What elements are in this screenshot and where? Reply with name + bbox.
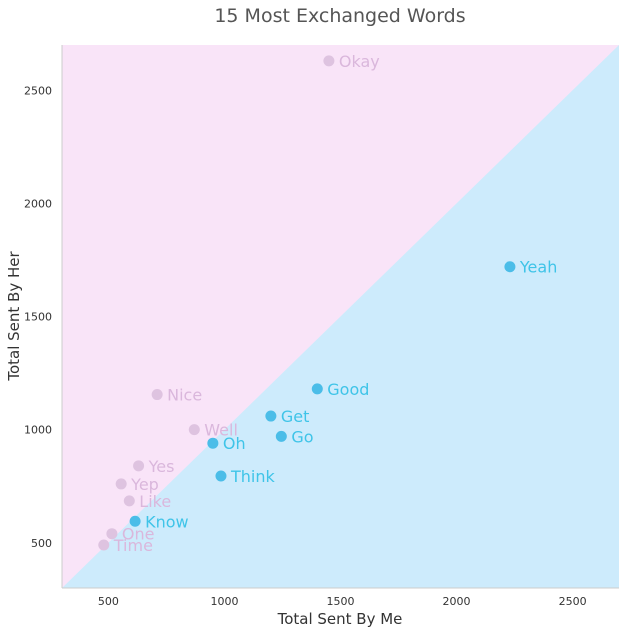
data-point: [98, 540, 109, 551]
y-tick-label: 1500: [24, 311, 52, 324]
data-point: [116, 478, 127, 489]
data-label: Yes: [148, 457, 175, 476]
data-label: Go: [291, 427, 313, 446]
data-label: Yeah: [519, 258, 557, 277]
data-label: Time: [113, 536, 153, 555]
data-label: Okay: [339, 52, 380, 71]
x-tick-label: 2000: [443, 595, 471, 608]
y-tick-label: 1000: [24, 424, 52, 437]
data-point: [312, 383, 323, 394]
y-axis-label: Total Sent By Her: [5, 251, 23, 382]
data-label: Nice: [167, 386, 202, 405]
data-point: [276, 431, 287, 442]
x-tick-label: 2500: [559, 595, 587, 608]
data-point: [133, 460, 144, 471]
data-label: Think: [230, 467, 276, 486]
data-label: Good: [327, 380, 369, 399]
x-axis-label: Total Sent By Me: [277, 610, 403, 628]
data-point: [323, 55, 334, 66]
x-tick-label: 1500: [327, 595, 355, 608]
y-tick-label: 2500: [24, 84, 52, 97]
data-point: [215, 471, 226, 482]
x-tick-label: 1000: [210, 595, 238, 608]
data-point: [504, 261, 515, 272]
data-label: Get: [281, 407, 310, 426]
data-point: [189, 424, 200, 435]
data-label: Oh: [223, 434, 246, 453]
data-point: [124, 495, 135, 506]
data-point: [265, 411, 276, 422]
y-tick-label: 2000: [24, 197, 52, 210]
chart-title: 15 Most Exchanged Words: [214, 5, 465, 27]
y-tick-label: 500: [31, 537, 52, 550]
x-tick-label: 500: [98, 595, 119, 608]
data-point: [152, 389, 163, 400]
data-label: Like: [139, 492, 171, 511]
